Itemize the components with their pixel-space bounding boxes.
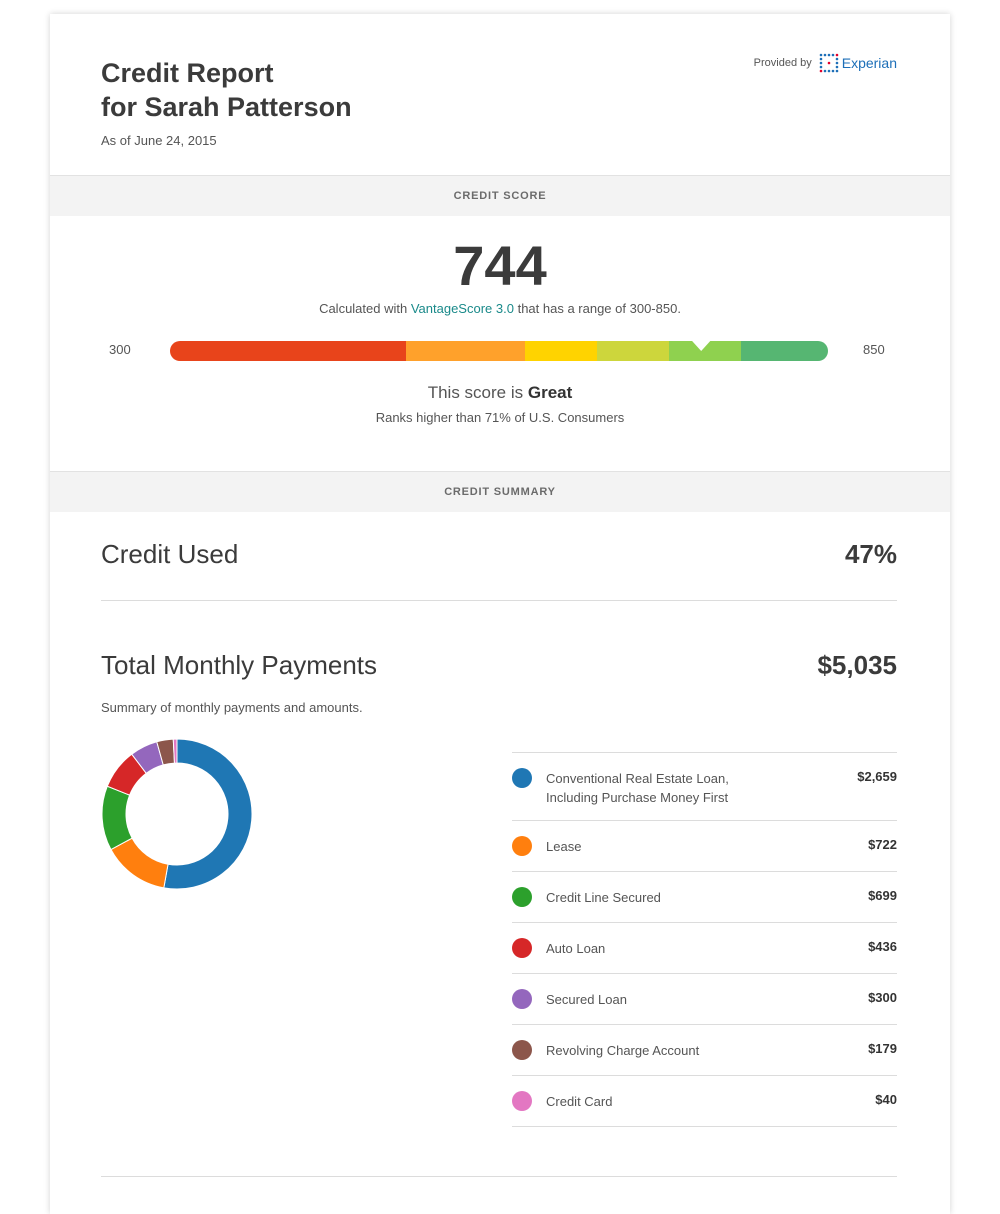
legend-color-swatch	[512, 989, 532, 1009]
legend-color-swatch	[512, 836, 532, 856]
page-title-line2: for Sarah Patterson	[101, 92, 352, 122]
credit-score-value: 744	[453, 234, 547, 297]
legend-color-swatch	[512, 887, 532, 907]
credit-score-section-header: CREDIT SCORE	[50, 175, 950, 216]
donut-slice	[110, 837, 169, 889]
monthly-payments-total: $5,035	[817, 650, 897, 680]
divider	[101, 600, 897, 601]
donut-slice	[101, 785, 133, 851]
legend-label: Lease	[546, 839, 582, 854]
legend-amount: $699	[868, 888, 897, 903]
score-marker	[691, 340, 712, 351]
legend-amount: $722	[868, 837, 897, 852]
legend-color-swatch	[512, 768, 532, 788]
legend-item: Conventional Real Estate Loan, Including …	[512, 753, 897, 821]
donut-slice	[163, 738, 253, 890]
payments-legend: Conventional Real Estate Loan, Including …	[512, 752, 897, 1127]
page-title-line1: Credit Report	[101, 58, 274, 88]
score-range-max: 850	[863, 342, 885, 357]
gauge-segment	[525, 341, 597, 361]
experian-logo[interactable]: Experian	[818, 52, 897, 74]
legend-item: Revolving Charge Account $179	[512, 1025, 897, 1076]
legend-color-swatch	[512, 1040, 532, 1060]
credit-summary-section-header: CREDIT SUMMARY	[50, 471, 950, 512]
legend-label: Credit Card	[546, 1094, 613, 1109]
legend-amount: $179	[868, 1041, 897, 1056]
gauge-segment	[170, 341, 406, 361]
legend-amount: $300	[868, 990, 897, 1005]
gauge-segment	[741, 341, 828, 361]
legend-amount: $2,659	[857, 769, 897, 784]
score-note-suffix: that has a range of 300-850.	[513, 301, 681, 316]
score-rating: This score is Great	[50, 383, 950, 403]
legend-label: Conventional Real Estate Loan, Including …	[546, 769, 796, 807]
legend-label: Revolving Charge Account	[546, 1043, 700, 1058]
monthly-payments-label: Total Monthly Payments	[101, 650, 378, 680]
legend-item: Auto Loan $436	[512, 923, 897, 974]
score-model-note: Calculated with VantageScore 3.0 that ha…	[50, 301, 950, 316]
monthly-payments-description: Summary of monthly payments and amounts.	[101, 700, 363, 715]
payments-donut-chart	[101, 738, 253, 890]
score-gauge	[170, 340, 828, 361]
legend-color-swatch	[512, 1091, 532, 1111]
credit-report-card: Credit Report for Sarah Patterson As of …	[50, 14, 950, 1214]
donut-slice	[172, 738, 178, 764]
legend-item: Secured Loan $300	[512, 974, 897, 1025]
legend-label: Credit Line Secured	[546, 890, 661, 905]
page-title: Credit Report for Sarah Patterson	[101, 56, 352, 124]
score-rank-text: Ranks higher than 71% of U.S. Consumers	[375, 410, 625, 425]
legend-item: Lease $722	[512, 821, 897, 872]
gauge-segment	[406, 341, 525, 361]
legend-label: Secured Loan	[546, 992, 627, 1007]
experian-logo-text: Experian	[841, 55, 897, 71]
score-rating-prefix: This score is	[427, 383, 528, 402]
legend-label: Auto Loan	[546, 941, 606, 956]
score-range-min: 300	[109, 342, 131, 357]
report-date: As of June 24, 2015	[101, 133, 217, 148]
legend-color-swatch	[512, 938, 532, 958]
legend-label-line1: Conventional Real Estate Loan,	[546, 771, 729, 786]
credit-used-value: 47%	[844, 539, 897, 569]
provider-attribution: Provided by Experian	[754, 52, 897, 74]
vantagescore-link[interactable]: VantageScore 3.0	[410, 301, 514, 316]
legend-label-line2: Including Purchase Money First	[546, 790, 729, 805]
legend-amount: $40	[875, 1092, 897, 1107]
experian-mark-icon	[819, 53, 839, 73]
legend-amount: $436	[868, 939, 897, 954]
gauge-segment	[597, 341, 669, 361]
legend-item: Credit Line Secured $699	[512, 872, 897, 923]
credit-used-label: Credit Used	[101, 539, 239, 569]
score-rating-value: Great	[527, 383, 573, 402]
divider	[101, 1176, 897, 1177]
provided-by-label: Provided by	[753, 57, 812, 69]
gauge-segment	[669, 341, 741, 361]
score-note-prefix: Calculated with	[319, 301, 411, 316]
legend-item: Credit Card $40	[512, 1076, 897, 1127]
gauge-segments	[170, 341, 828, 361]
